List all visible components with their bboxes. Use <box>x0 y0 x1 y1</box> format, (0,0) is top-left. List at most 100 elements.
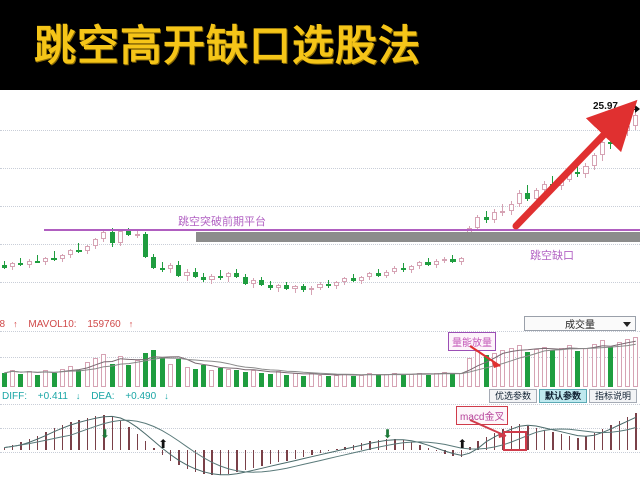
title-banner: 跳空高开缺口选股法 <box>0 0 640 90</box>
macd-histogram-bar <box>444 450 446 454</box>
macd-histogram-bar <box>236 450 238 473</box>
macd-histogram-bar <box>494 432 496 450</box>
candle-body <box>400 267 406 271</box>
macd-panel[interactable]: DIFF: +0.411 ↓ DEA: +0.490 ↓ 优选参数 默认参数 指标说… <box>0 388 640 479</box>
candle-body <box>358 276 365 281</box>
volume-bar <box>600 340 606 387</box>
candle-body <box>43 258 49 263</box>
volume-bar <box>392 373 398 387</box>
macd-histogram-bar <box>286 450 288 461</box>
chevron-down-icon[interactable] <box>623 322 631 327</box>
candle-body <box>408 266 414 271</box>
candle-body <box>225 272 232 277</box>
last-price-caret-icon <box>635 105 640 113</box>
volume-bar-series <box>0 316 640 388</box>
candle-body <box>541 183 547 191</box>
candle-body <box>109 232 115 244</box>
macd-histogram-bar <box>394 439 396 450</box>
volume-bar <box>93 357 99 387</box>
volume-surge-label: 量能放量 <box>448 332 496 351</box>
volume-bar <box>633 336 639 387</box>
candle-body <box>242 276 248 284</box>
price-panel[interactable]: 25.97 跳空突破前期平台 跳空缺口 <box>0 90 640 316</box>
candle-body <box>309 287 315 291</box>
candle-body <box>458 258 464 263</box>
default-params-button[interactable]: 默认参数 <box>538 389 587 403</box>
gridline <box>0 168 640 169</box>
indicator-select-volume[interactable]: 成交量 <box>524 316 636 331</box>
macd-histogram-bar <box>153 448 155 450</box>
volume-bar <box>234 370 240 387</box>
volume-annotation-pointer <box>469 345 501 368</box>
volume-bar <box>516 345 522 387</box>
volume-bar <box>176 358 182 387</box>
candle-wick <box>3 260 5 269</box>
candle-body <box>250 279 257 284</box>
volume-bar <box>417 372 423 387</box>
macd-histogram-bar <box>369 441 371 450</box>
candle-body <box>142 233 149 257</box>
macd-histogram-bar <box>228 450 230 475</box>
macd-param-buttons[interactable]: 优选参数 默认参数 指标说明 <box>488 389 637 403</box>
indicator-help-button[interactable]: 指标说明 <box>588 389 637 403</box>
macd-histogram-bar <box>120 421 122 450</box>
candle-body <box>558 179 564 187</box>
macd-histogram-bar <box>552 431 554 450</box>
candle-body <box>500 210 506 213</box>
candle-wick <box>427 258 429 267</box>
volume-bar <box>533 349 539 387</box>
candle-body <box>234 272 240 277</box>
volume-bar <box>375 375 381 387</box>
macd-histogram-bar <box>244 450 247 471</box>
candle-body <box>26 260 32 265</box>
macd-histogram-bar <box>194 450 197 473</box>
candle-wick <box>552 175 554 190</box>
macd-histogram-bar <box>95 416 97 450</box>
macd-histogram-bar <box>269 450 272 465</box>
macd-histogram-bar <box>627 417 629 450</box>
macd-sell-arrow-icon: ⬇ <box>99 427 110 441</box>
candle-body <box>633 115 639 126</box>
candle-body <box>284 285 290 290</box>
volume-bar <box>68 365 74 387</box>
candle-body <box>417 262 423 267</box>
preferred-params-button[interactable]: 优选参数 <box>488 389 537 403</box>
candle-wick <box>327 279 329 288</box>
macd-histogram-bar <box>36 435 39 450</box>
dea-down-arrow-icon: ↓ <box>164 391 169 401</box>
volume-bar <box>442 372 448 387</box>
macd-histogram-bar <box>352 445 355 450</box>
macd-histogram-bar <box>427 448 429 450</box>
candle-wick <box>311 286 313 295</box>
candle-body <box>608 141 614 145</box>
macd-histogram-bar <box>385 439 388 450</box>
candle-body <box>126 231 132 236</box>
volume-bar <box>616 342 622 387</box>
volume-bar <box>284 375 290 387</box>
candle-body <box>84 245 90 252</box>
candle-wick <box>36 255 38 264</box>
candle-body <box>575 171 581 175</box>
candle-body <box>475 217 481 229</box>
candle-body <box>508 203 514 211</box>
candle-body <box>51 258 57 261</box>
candle-body <box>1 264 7 268</box>
macd-histogram-bar <box>419 445 421 450</box>
mavol-up-arrow-icon: ↑ <box>128 319 134 329</box>
macd-histogram-bar <box>618 421 621 450</box>
volume-panel[interactable]: 78 ↑ MAVOL10: 159760 ↑ 成交量 量能放量 <box>0 316 640 388</box>
candle-body <box>591 155 597 167</box>
candle-body <box>9 263 16 268</box>
candle-body <box>616 130 622 145</box>
candle-body <box>151 256 157 268</box>
candle-body <box>600 141 606 156</box>
macd-histogram-bar <box>144 441 147 450</box>
candlestick-series <box>0 90 640 316</box>
volume-bar <box>18 373 24 387</box>
volume-bar <box>109 363 115 387</box>
macd-signal-markers: ⬇ ⬆ ⬇ ⬆ <box>0 388 640 479</box>
macd-histogram-bar <box>527 425 529 450</box>
macd-histogram-bar <box>435 450 438 451</box>
macd-histogram-bar <box>452 450 454 456</box>
